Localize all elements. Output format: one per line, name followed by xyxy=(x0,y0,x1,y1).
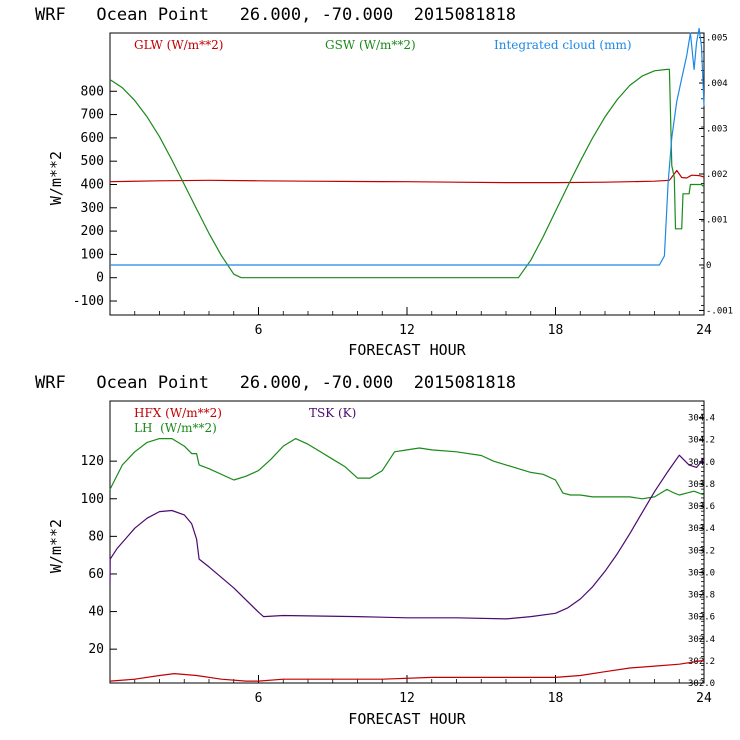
chart-1-y-tick-label: 700 xyxy=(81,108,104,123)
chart-2-series-line-tsk xyxy=(109,454,705,620)
chart-1-y2-tick-label: 0 xyxy=(706,261,711,271)
chart-2-legend-tsk: TSK (K) xyxy=(309,406,356,420)
chart-1-series-line-glw xyxy=(109,169,705,184)
chart-2-y2-tick-label: 303.0 xyxy=(688,568,715,578)
chart-2-title: WRF Ocean Point 26.000, -70.000 20150818… xyxy=(35,373,516,393)
chart-1-y2-tick-label: .002 xyxy=(706,170,728,180)
chart-2-y2-tick-label: 302.0 xyxy=(688,679,715,689)
chart-1-y-tick-label: 300 xyxy=(81,201,104,216)
chart-1-y2-tick-label: .004 xyxy=(706,79,728,89)
chart-2-x-tick-label: 6 xyxy=(255,691,263,706)
chart-2-series-line-lh xyxy=(109,438,705,500)
chart-1-y-tick-label: 200 xyxy=(81,224,104,239)
chart-1-y-tick-label: 400 xyxy=(81,177,104,192)
chart-2-x-axis-label: FORECAST HOUR xyxy=(348,710,466,728)
chart-1-title: WRF Ocean Point 26.000, -70.000 20150818… xyxy=(35,5,516,25)
chart-1-legend-cloud: Integrated cloud (mm) xyxy=(494,38,632,52)
chart-1-y-ticks: -100 0 100 200 300 400 500 600 700 800 xyxy=(73,84,117,309)
chart-2-y-axis-label: W/m**2 xyxy=(47,519,65,573)
chart-1-x-tick-label: 6 xyxy=(255,323,263,338)
chart-1-y2-tick-label: .001 xyxy=(706,215,728,225)
chart-2-x-tick-label: 12 xyxy=(399,691,415,706)
chart-2-legend-lh: LH (W/m**2) xyxy=(134,421,217,435)
chart-1-series xyxy=(109,27,705,279)
chart-1-y-tick-label: 0 xyxy=(96,271,104,286)
chart-2-y-tick-label: 80 xyxy=(88,529,104,544)
chart-1-series-line-integrated xyxy=(110,27,705,266)
chart-1-x-axis-label: FORECAST HOUR xyxy=(348,341,466,359)
chart-2-y-tick-label: 60 xyxy=(88,567,104,582)
chart-2-plot-frame xyxy=(109,400,705,684)
chart-1-y2-tick-label: -.001 xyxy=(706,306,733,316)
chart-2-y-tick-label: 20 xyxy=(88,642,104,657)
chart-1-plot-frame xyxy=(109,32,705,316)
chart-1-legend-glw: GLW (W/m**2) xyxy=(134,38,223,52)
chart-1-x-tick-label: 18 xyxy=(548,323,564,338)
chart-2-y-tick-label: 40 xyxy=(88,605,104,620)
chart-2-y2-tick-label: 302.2 xyxy=(688,657,715,667)
chart-1-x-tick-label: 12 xyxy=(399,323,415,338)
chart-1-legend-gsw: GSW (W/m**2) xyxy=(325,38,416,52)
chart-2-y2-tick-label: 302.8 xyxy=(688,591,715,601)
chart-1-y-axis-label: W/m**2 xyxy=(47,151,65,205)
chart-2-y2-tick-label: 302.4 xyxy=(688,635,715,645)
chart-1-surface-radiation: WRF Ocean Point 26.000, -70.000 20150818… xyxy=(35,5,733,359)
chart-2-legend-hfx: HFX (W/m**2) xyxy=(134,406,222,420)
chart-2-right-axis-ticks: 304.4304.2304.0303.8303.6303.4303.2303.0… xyxy=(688,400,715,689)
chart-1-y-tick-label: 500 xyxy=(81,154,104,169)
chart-1-x-tick-label: 24 xyxy=(696,323,712,338)
chart-2-series xyxy=(109,438,705,682)
chart-1-y2-tick-label: .003 xyxy=(706,125,728,135)
chart-2-x-tick-label: 24 xyxy=(696,691,712,706)
chart-2-x-tick-label: 18 xyxy=(548,691,564,706)
chart-1-y-tick-label: 100 xyxy=(81,247,104,262)
chart-1-series-line-gsw xyxy=(109,68,705,279)
chart-2-y2-tick-label: 303.2 xyxy=(688,546,715,556)
chart-1-y-tick-label: 800 xyxy=(81,84,104,99)
chart-2-y2-tick-label: 302.6 xyxy=(688,613,715,623)
chart-2-series-line-hfx xyxy=(109,659,705,682)
chart-1-y2-tick-label: .005 xyxy=(706,34,728,44)
chart-2-surface-fluxes: WRF Ocean Point 26.000, -70.000 20150818… xyxy=(35,373,715,728)
chart-1-y-tick-label: -100 xyxy=(73,294,104,309)
chart-1-y-tick-label: 600 xyxy=(81,131,104,146)
chart-2-y-tick-label: 120 xyxy=(81,454,104,469)
chart-2-y-ticks: 20 40 60 80 100 120 xyxy=(81,454,117,657)
chart-1-x-ticks: 6 12 18 24 xyxy=(134,307,712,338)
chart-2-y-tick-label: 100 xyxy=(81,492,104,507)
